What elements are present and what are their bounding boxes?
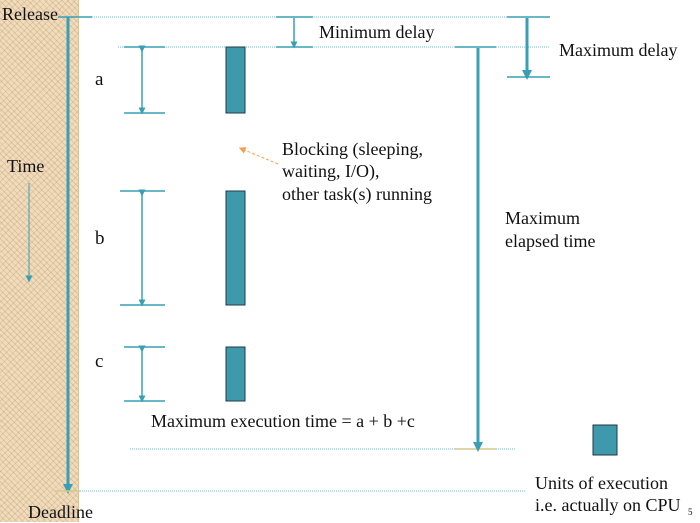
execution-block-c [225, 346, 246, 402]
timeline-strip [0, 0, 79, 522]
interval-c-label: c [95, 351, 104, 372]
interval-a-label: a [95, 69, 104, 90]
blocking-label-line3: other task(s) running [282, 184, 432, 204]
page-number: 5 [688, 507, 693, 517]
max-execution-label: Maximum execution time = a + b +c [151, 411, 415, 431]
max-elapsed-label-line1: Maximum [505, 208, 580, 228]
interval-b-label: b [95, 228, 105, 249]
blocking-label-line1: Blocking (sleeping, [282, 139, 423, 159]
time-label: Time [7, 156, 45, 176]
legend-label-line2: i.e. actually on CPU [535, 495, 681, 515]
blocking-pointer-arrow [238, 147, 279, 165]
blocking-label-line2: waiting, I/O), [282, 161, 380, 181]
execution-block-b [225, 190, 246, 306]
legend-label-line1: Units of execution [535, 473, 668, 493]
max-elapsed-label-line2: elapsed time [505, 231, 596, 251]
release-label: Release [2, 4, 58, 24]
execution-block-a [225, 46, 246, 114]
minimum-delay-label: Minimum delay [319, 22, 435, 42]
maximum-delay-label: Maximum delay [559, 40, 678, 60]
legend-execution-block [592, 424, 618, 456]
deadline-label: Deadline [28, 502, 93, 522]
